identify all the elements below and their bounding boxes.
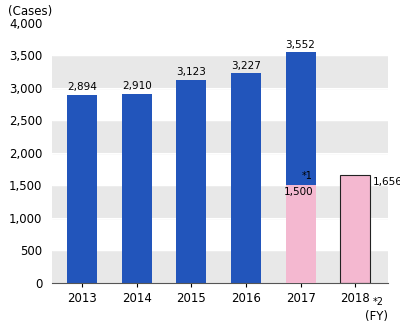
- Text: (Cases): (Cases): [8, 5, 52, 18]
- Text: 3,552: 3,552: [286, 40, 316, 50]
- Bar: [231, 73, 261, 283]
- Bar: [52, 153, 388, 185]
- Bar: [52, 218, 388, 250]
- Bar: [340, 175, 370, 283]
- Text: 3,227: 3,227: [231, 61, 261, 71]
- Text: 3,123: 3,123: [176, 68, 206, 77]
- Text: 1,656: 1,656: [373, 176, 400, 187]
- Bar: [52, 120, 388, 153]
- Bar: [122, 94, 152, 283]
- Text: (FY): (FY): [365, 310, 388, 323]
- Bar: [52, 250, 388, 283]
- Text: *2: *2: [373, 297, 384, 307]
- Bar: [286, 185, 316, 283]
- Bar: [67, 95, 97, 283]
- Bar: [286, 52, 316, 283]
- Text: *1: *1: [302, 171, 312, 181]
- Text: 1,500: 1,500: [284, 187, 313, 197]
- Text: 2,894: 2,894: [67, 82, 97, 92]
- Bar: [52, 23, 388, 55]
- Bar: [52, 88, 388, 120]
- Bar: [52, 185, 388, 218]
- Text: 2,910: 2,910: [122, 81, 152, 91]
- Bar: [52, 55, 388, 88]
- Bar: [176, 80, 206, 283]
